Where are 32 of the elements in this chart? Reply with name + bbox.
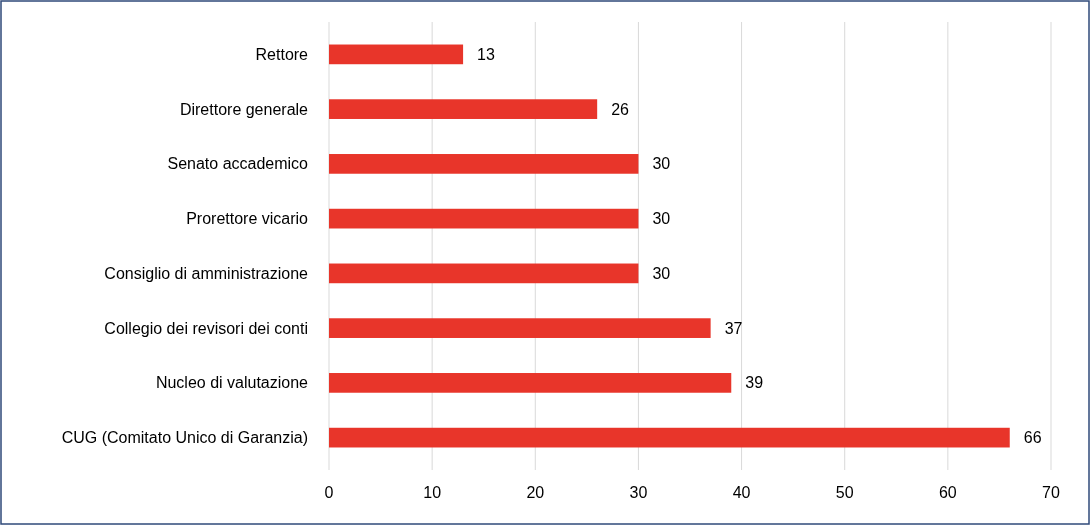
x-tick-label: 10 <box>423 484 442 501</box>
y-tick-label: Consiglio di amministrazione <box>104 264 309 282</box>
bar <box>329 427 1010 448</box>
x-tick-label: 30 <box>629 484 648 501</box>
data-label: 66 <box>1023 429 1042 447</box>
data-label: 39 <box>745 374 764 392</box>
bar <box>329 318 711 338</box>
bar <box>329 373 732 393</box>
data-label: 30 <box>652 155 671 173</box>
data-label: 13 <box>477 45 495 63</box>
bar <box>329 208 639 229</box>
data-label: 37 <box>724 319 743 337</box>
y-tick-label: Direttore generale <box>179 100 309 118</box>
y-tick-label: Prorettore vicario <box>186 210 309 228</box>
data-label: 30 <box>652 210 671 228</box>
y-tick-label: Nucleo di valutazione <box>155 374 309 392</box>
x-tick-label: 0 <box>324 484 334 501</box>
data-label: 30 <box>652 264 671 282</box>
bar <box>329 99 598 119</box>
x-tick-label: 70 <box>1042 484 1060 501</box>
y-tick-label: CUG (Comitato Unico di Garanzia) <box>61 429 308 447</box>
x-tick-label: 60 <box>938 484 957 501</box>
data-label: 26 <box>611 100 630 118</box>
bar <box>329 154 639 174</box>
x-tick-label: 50 <box>835 484 854 501</box>
y-tick-label: Collegio dei revisori dei conti <box>104 319 308 337</box>
bar <box>329 263 639 284</box>
bar <box>329 44 464 65</box>
x-tick-label: 40 <box>732 484 751 501</box>
x-tick-label: 20 <box>526 484 545 501</box>
y-tick-label: Senato accademico <box>167 155 309 173</box>
y-tick-label: Rettore <box>255 45 309 63</box>
